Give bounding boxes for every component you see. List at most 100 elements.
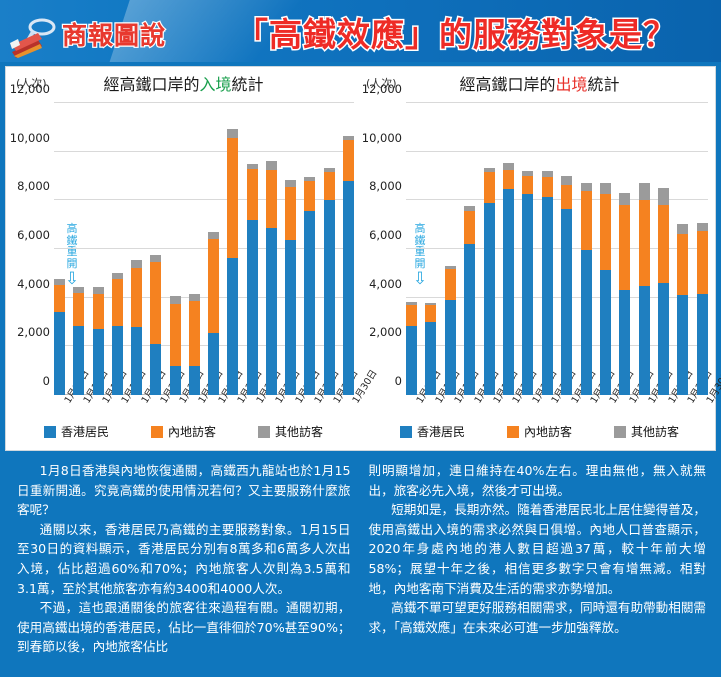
legend-item[interactable]: 香港居民 xyxy=(43,423,109,440)
article-paragraph: 短期如是，長期亦然。隨着香港居民北上居住變得普及，使用高鐵出入境的需求必然與日俱… xyxy=(368,502,707,596)
bar-segment-ml xyxy=(444,268,456,301)
bar-column[interactable]: 1月23日 xyxy=(208,103,245,405)
chart-arrivals-annotation: 高 鐵 重 開 ⇩ xyxy=(64,222,80,290)
bar-column[interactable]: 1月19日 xyxy=(483,103,521,405)
bar-segment-hk xyxy=(92,329,104,395)
bar-column[interactable]: 1月17日 xyxy=(92,103,130,405)
article-paragraph: 高鐵不單可望更好服務相關需求，同時還有助帶動相關需求，「高鐵效應」在未來必可進一… xyxy=(368,600,707,635)
bar-column[interactable]: 1月29日 xyxy=(323,103,361,405)
legend-item[interactable]: 其他訪客 xyxy=(614,423,679,440)
bar-column[interactable]: 1月22日 xyxy=(188,103,226,405)
bar-column[interactable]: 1月27日 xyxy=(285,103,322,405)
chart-departures-title-suffix: 統計 xyxy=(587,75,620,94)
y-axis-tick-label: 4,000 xyxy=(369,276,402,291)
bar-segment-ot xyxy=(677,224,689,235)
bar-column[interactable]: 1月25日 xyxy=(599,103,637,405)
bar-segment-ml xyxy=(169,303,181,366)
bar-column[interactable]: 1月30日 xyxy=(696,103,721,405)
chart-arrivals-title-prefix: 經高鐵口岸的 xyxy=(103,75,200,94)
gridline: 2,000 xyxy=(369,325,708,347)
bar-column[interactable]: 1月29日 xyxy=(677,103,715,405)
bar-column[interactable]: 1月26日 xyxy=(619,103,656,405)
bar-segment-ml xyxy=(131,268,143,327)
bar-column[interactable]: 1月21日 xyxy=(522,103,559,405)
logo-text-stroke: 商報圖說 xyxy=(61,20,167,52)
bar-segment-hk xyxy=(658,283,670,395)
bar-segment-ml xyxy=(580,190,592,251)
bar-segment-hk xyxy=(502,189,514,395)
bar-segment-ot xyxy=(619,193,631,206)
bar-segment-ot xyxy=(285,180,297,187)
bar-column[interactable]: 1月16日 xyxy=(73,103,110,405)
gridline: 8,000 xyxy=(369,179,708,201)
bar-segment-hk xyxy=(285,240,297,395)
legend-item[interactable]: 內地訪客 xyxy=(506,423,572,440)
bar-column[interactable]: 1月20日 xyxy=(502,103,540,405)
page-title-text: 「高鐵效應」的服務對象是？ xyxy=(234,14,678,56)
gridline: 12,000 xyxy=(362,82,708,103)
legend-label: 香港居民 xyxy=(60,425,109,439)
bar-segment-ot xyxy=(561,176,573,185)
legend-item[interactable]: 內地訪客 xyxy=(150,423,216,440)
bar-segment-ml xyxy=(304,180,316,212)
legend-label: 香港居民 xyxy=(416,425,465,439)
y-axis-tick-label: 12,000 xyxy=(9,82,50,96)
bar-segment-hk xyxy=(444,300,456,395)
legend-item[interactable]: 其他訪客 xyxy=(258,423,323,440)
bar-column[interactable]: 1月19日 xyxy=(131,103,168,405)
bar-column[interactable]: 1月22日 xyxy=(541,103,579,405)
bar-segment-ot xyxy=(304,176,316,181)
bar-segment-hk xyxy=(561,208,573,395)
bar-column[interactable]: 1月27日 xyxy=(638,103,676,405)
bar-column[interactable]: 1月15日 xyxy=(406,103,443,405)
chart-arrivals-unit: (人次) xyxy=(16,77,47,90)
bar-segment-ml xyxy=(188,300,200,367)
charts-panel: (人次) 經高鐵口岸的入境統計 高 鐵 重 開 ⇩ 0 2,000 4,000 6,0… xyxy=(5,66,721,451)
bar-column[interactable]: 1月28日 xyxy=(658,103,695,405)
bar-segment-hk xyxy=(406,325,417,395)
y-axis-tick-label: 8,000 xyxy=(17,179,50,194)
bar-segment-hk xyxy=(464,244,476,395)
bar-segment-ot xyxy=(658,188,670,206)
chart-departures-title: 經高鐵口岸的出境統計 xyxy=(362,71,717,95)
bar-column[interactable]: 1月25日 xyxy=(246,103,284,405)
bar-column[interactable]: 1月17日 xyxy=(444,103,482,405)
bar-column[interactable]: 1月21日 xyxy=(169,103,207,405)
bar-column[interactable]: 1月15日 xyxy=(54,103,91,405)
bar-column[interactable]: 1月20日 xyxy=(150,103,187,405)
bar-segment-ml xyxy=(111,279,123,327)
chart-departures-legend: 香港居民 內地訪客 其他訪客 xyxy=(362,423,717,440)
logo-text: 商報圖說 xyxy=(62,21,167,50)
bar-column[interactable]: 1月30日 xyxy=(342,103,380,405)
bar-column[interactable]: 1月23日 xyxy=(561,103,598,405)
bar-segment-hk xyxy=(246,219,258,395)
bar-segment-ot xyxy=(541,170,553,178)
bar-column[interactable]: 1月24日 xyxy=(227,103,264,405)
gridline: 10,000 xyxy=(10,131,354,152)
y-axis-tick-label: 2,000 xyxy=(17,325,50,340)
bar-column[interactable]: 1月28日 xyxy=(304,103,342,405)
bar-column[interactable]: 1月18日 xyxy=(111,103,149,405)
legend-item[interactable]: 香港居民 xyxy=(399,423,465,440)
bar-column[interactable]: 1月24日 xyxy=(580,103,618,405)
bar-segment-ot xyxy=(464,206,476,212)
bar-segment-ml xyxy=(502,169,514,190)
article-column-left: 1月8日香港與內地恢復通關，高鐵西九龍站也於1月15日重新開通。究竟高鐵的使用情… xyxy=(5,455,361,672)
article-paragraph: 則明顯增加，連日維持在40%左右。理由無他，無入就無出，旅客必先入境，然後才可出… xyxy=(368,463,707,498)
bar-segment-ml xyxy=(54,285,65,313)
bar-segment-ot xyxy=(150,255,162,263)
bar-segment-hk xyxy=(208,332,220,395)
chart-departures-title-prefix: 經高鐵口岸的 xyxy=(459,75,556,94)
bar-segment-ml xyxy=(677,234,689,296)
y-axis-tick-label: 12,000 xyxy=(361,82,402,96)
bar-segment-hk xyxy=(522,194,534,395)
bar-segment-ot xyxy=(599,183,611,195)
chart-arrivals-title: 經高鐵口岸的入境統計 xyxy=(6,71,361,95)
gridline: 4,000 xyxy=(17,277,354,298)
down-arrow-icon: ⇩ xyxy=(412,269,428,290)
bar-segment-hk xyxy=(304,211,316,395)
bar-column[interactable]: 1月16日 xyxy=(425,103,462,405)
legend-swatch xyxy=(399,425,412,438)
bar-column[interactable]: 1月26日 xyxy=(265,103,303,405)
bar-column[interactable]: 1月18日 xyxy=(464,103,501,405)
